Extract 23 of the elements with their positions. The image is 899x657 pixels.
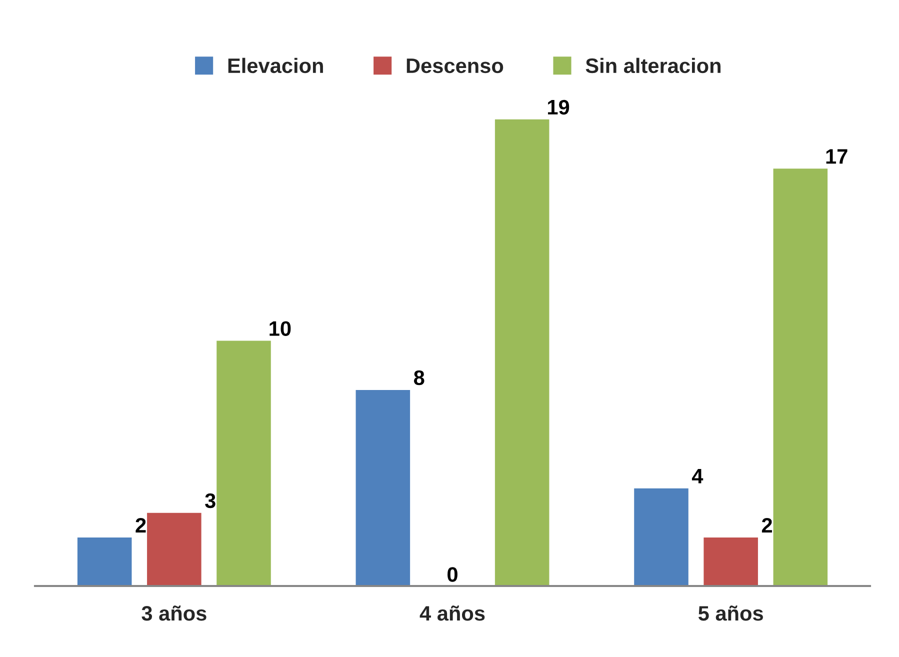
x-tick-label: 3 años (142, 606, 206, 621)
legend-label: Descenso (406, 58, 504, 74)
bar (354, 388, 412, 586)
data-label: 10 (270, 321, 291, 336)
data-label: 19 (548, 100, 570, 115)
bar (632, 486, 690, 586)
data-label: 8 (414, 370, 424, 386)
data-label: 17 (826, 149, 848, 164)
data-label: 0 (448, 567, 458, 582)
bar (76, 536, 134, 586)
bar (146, 512, 203, 586)
data-label: 4 (692, 468, 704, 484)
bar (772, 167, 829, 586)
legend-label: Sin alteracion (586, 58, 720, 74)
bar (494, 118, 551, 586)
bar (702, 536, 760, 586)
x-tick-label: 4 años (420, 606, 485, 621)
bar (215, 339, 272, 586)
legend-label: Elevacion (228, 58, 323, 74)
data-label: 2 (762, 518, 772, 532)
data-label: 3 (205, 493, 216, 508)
x-tick-label: 5 años (698, 606, 763, 621)
data-label: 2 (136, 518, 146, 532)
